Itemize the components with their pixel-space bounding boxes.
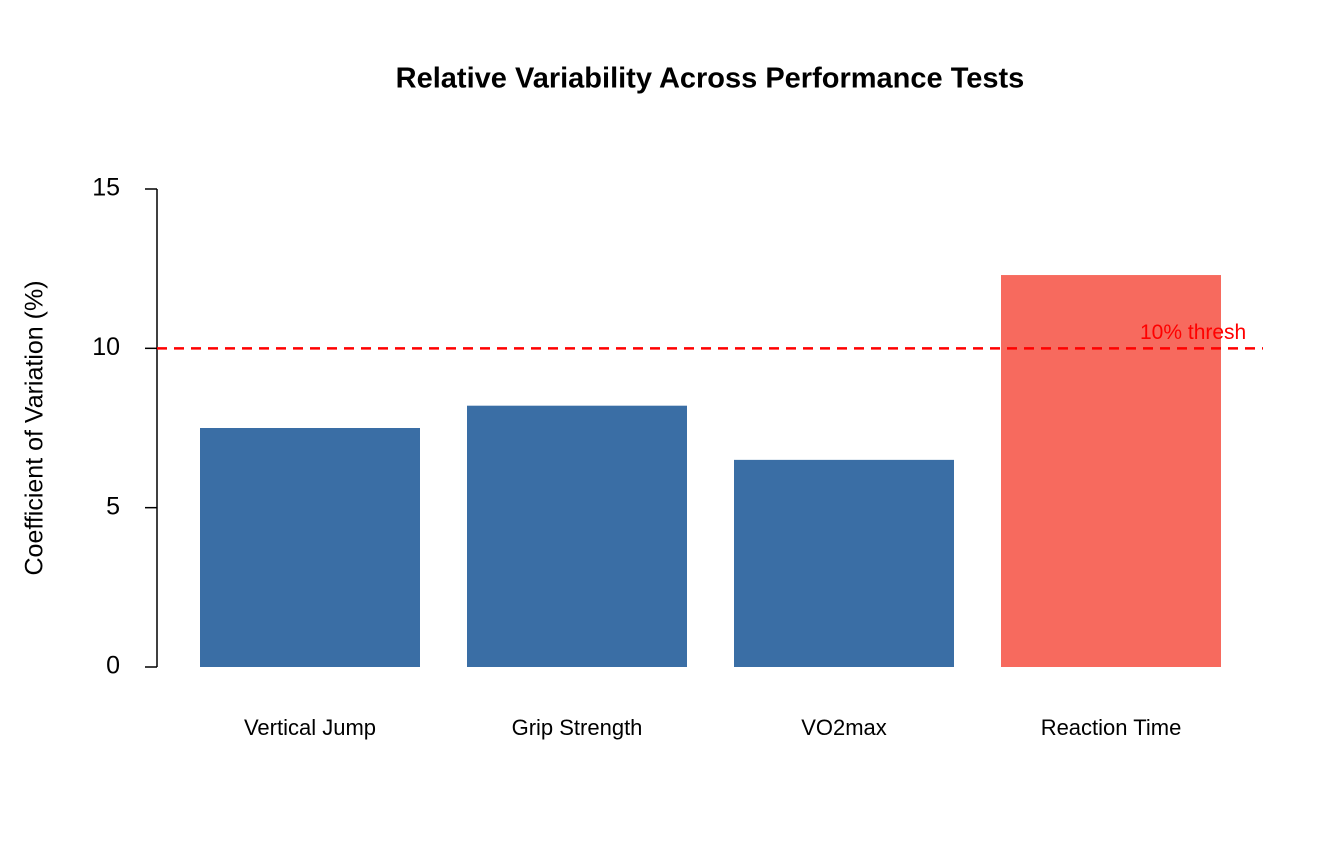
bar <box>467 405 687 667</box>
y-axis-label: Coefficient of Variation (%) <box>21 280 49 575</box>
x-tick-label: VO2max <box>801 715 887 740</box>
threshold-label: 10% thresh <box>1140 321 1246 344</box>
x-tick-label: Grip Strength <box>512 715 643 740</box>
x-tick-label: Reaction Time <box>1041 715 1182 740</box>
y-tick-label: 5 <box>106 492 120 520</box>
bar <box>1001 275 1221 667</box>
y-tick-label: 10 <box>92 333 120 361</box>
threshold-group: 10% thresh <box>157 321 1263 350</box>
bar <box>734 459 954 667</box>
chart-title: Relative Variability Across Performance … <box>396 63 1025 95</box>
bar <box>200 428 420 667</box>
x-tick-label: Vertical Jump <box>244 715 376 740</box>
y-tick-label: 15 <box>92 174 120 202</box>
y-tick-label: 0 <box>106 652 120 680</box>
